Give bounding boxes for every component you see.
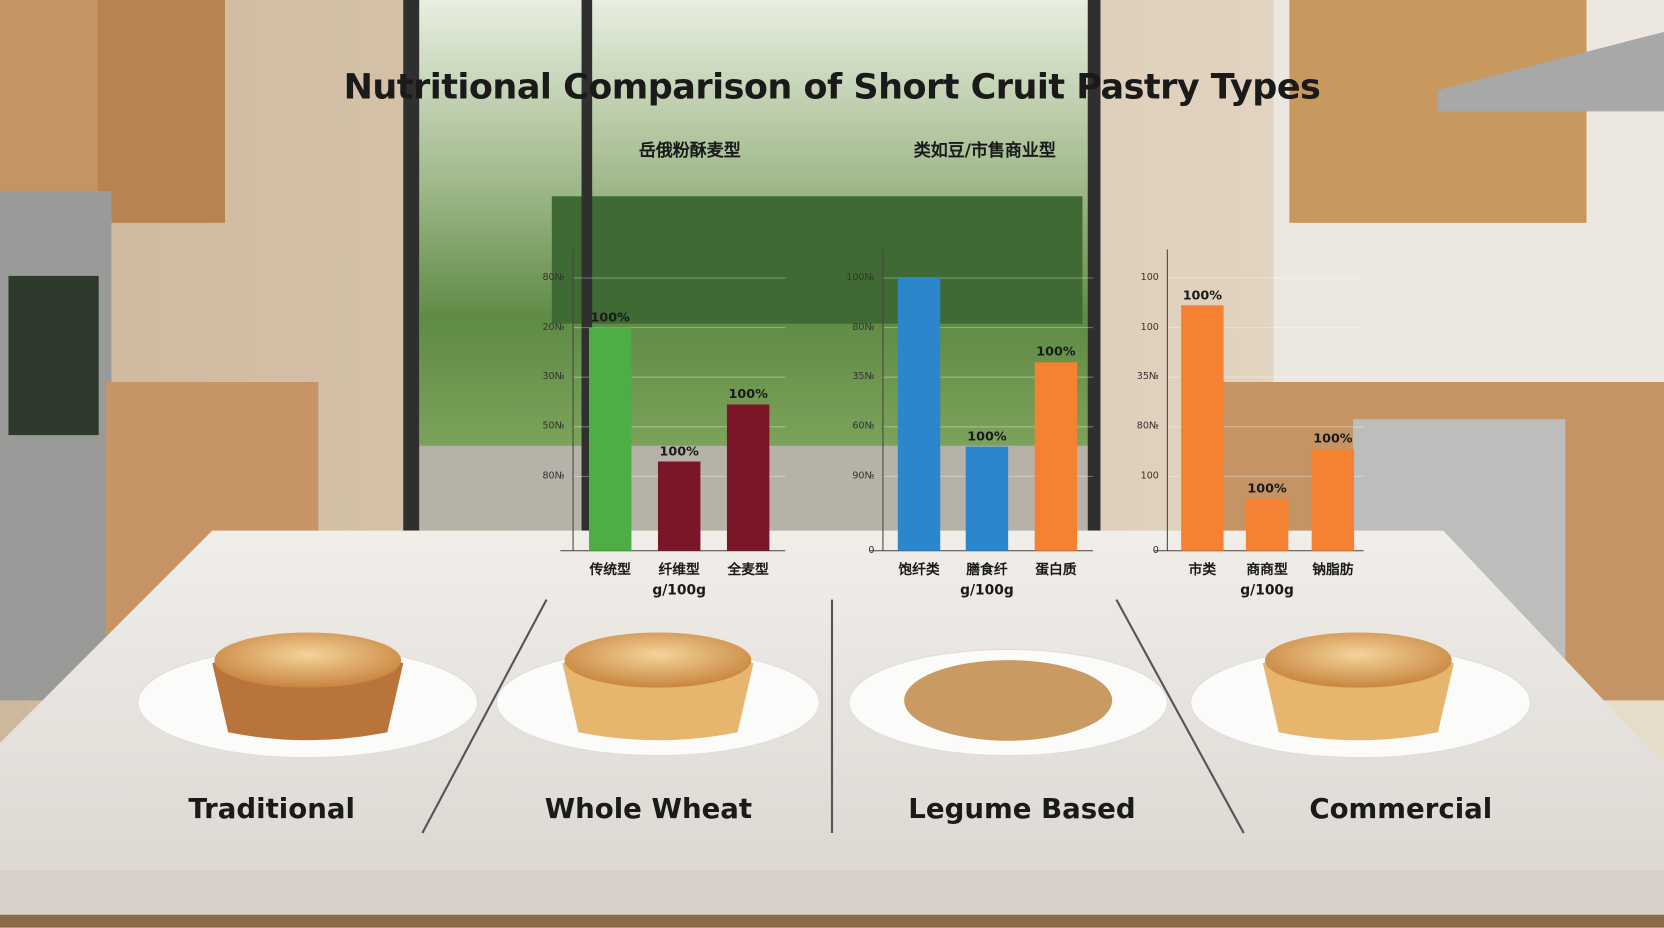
chart-subtitle: 类如豆/市售商业型 bbox=[913, 140, 1056, 161]
bar-label: 100% bbox=[728, 386, 768, 402]
x-tick-label: 传统型 bbox=[589, 562, 631, 579]
y-tick-label: 35№ bbox=[1136, 371, 1159, 383]
bar bbox=[1181, 305, 1224, 551]
x-tick-label: 全麦型 bbox=[727, 562, 769, 579]
chart-subtitle: 岳俄粉酥麦型 bbox=[638, 140, 741, 161]
y-tick-label: 80№ bbox=[542, 272, 565, 284]
bar-label: 100% bbox=[1036, 344, 1076, 360]
bar-label: 100% bbox=[659, 443, 699, 459]
bar bbox=[588, 327, 632, 551]
bar-label: 100% bbox=[1247, 480, 1287, 496]
x-tick-label: 市类 bbox=[1188, 562, 1217, 579]
x-tick-label: 饱纤类 bbox=[898, 562, 940, 579]
pastry-label: Whole Wheat bbox=[544, 793, 753, 826]
x-tick-label: 钠脂肪 bbox=[1312, 562, 1354, 579]
bar bbox=[897, 278, 941, 551]
y-tick-label: 90№ bbox=[852, 471, 875, 482]
bar bbox=[965, 446, 1009, 551]
pastry-label: Legume Based bbox=[908, 793, 1136, 826]
bar-label: 100% bbox=[1313, 431, 1353, 446]
bar bbox=[657, 461, 701, 551]
y-tick-label: 0 bbox=[1152, 545, 1159, 557]
x-tick-label: 纤维型 g/100g bbox=[652, 562, 706, 599]
y-tick-label: 80№ bbox=[1136, 421, 1159, 433]
y-tick-label: 0 bbox=[868, 545, 875, 557]
y-tick-label: 100 bbox=[1140, 471, 1159, 482]
y-tick-label: 80№ bbox=[852, 322, 875, 333]
x-tick-label: 膳食纤 g/100g bbox=[960, 562, 1014, 599]
pastry-label: Traditional bbox=[188, 793, 355, 826]
pastry-label: Commercial bbox=[1309, 793, 1493, 826]
bar-label: 100% bbox=[590, 309, 630, 325]
y-tick-label: 80№ bbox=[542, 471, 565, 482]
bar-label: 100% bbox=[1182, 287, 1223, 303]
y-tick-label: 100 bbox=[1140, 322, 1159, 333]
y-tick-label: 20№ bbox=[542, 322, 565, 333]
bar bbox=[1311, 449, 1355, 551]
bar bbox=[726, 404, 770, 551]
bar bbox=[1034, 362, 1078, 551]
y-tick-label: 100 bbox=[1140, 272, 1159, 284]
x-tick-label: 蛋白质 bbox=[1035, 562, 1077, 579]
y-tick-label: 50№ bbox=[542, 421, 565, 433]
y-tick-label: 100№ bbox=[846, 272, 875, 284]
y-tick-label: 35№ bbox=[852, 371, 875, 383]
bar-label: 100% bbox=[967, 428, 1007, 444]
main-title: Nutritional Comparison of Short Cruit Pa… bbox=[343, 65, 1321, 108]
bar bbox=[1245, 498, 1289, 551]
x-tick-label: 商商型 g/100g bbox=[1240, 562, 1294, 599]
y-tick-label: 60№ bbox=[852, 421, 875, 433]
y-tick-label: 30№ bbox=[542, 371, 565, 383]
